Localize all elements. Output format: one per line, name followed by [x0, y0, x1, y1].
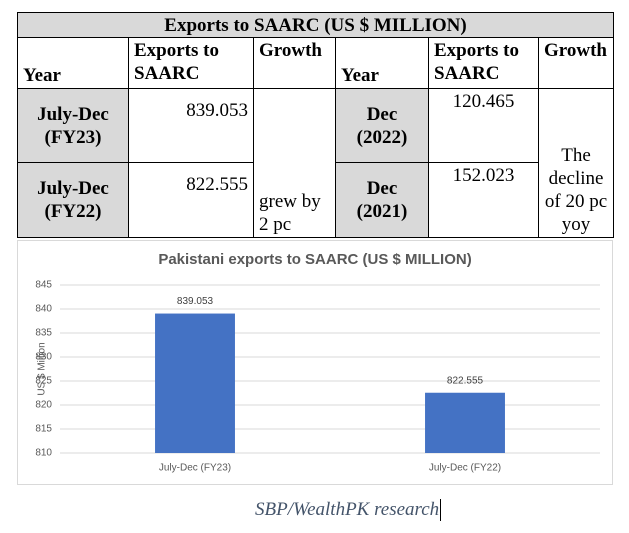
chart-title: Pakistani exports to SAARC (US $ MILLION…: [158, 251, 471, 268]
y-tick-label: 835: [35, 328, 52, 339]
year-cell: Dec (2021): [335, 162, 429, 238]
table-title: Exports to SAARC (US $ MILLION): [16, 12, 615, 38]
header-cell: Year: [17, 37, 129, 89]
chart-frame: [17, 240, 613, 485]
caption: SBP/WealthPK research: [255, 499, 442, 521]
y-tick-label: 830: [35, 352, 52, 363]
y-axis-label: US $ Million: [37, 342, 48, 395]
y-tick-label: 820: [35, 400, 52, 411]
x-tick-label: July-Dec (FY22): [429, 463, 501, 474]
chart: Pakistani exports to SAARC (US $ MILLION…: [17, 240, 613, 485]
header-cell: Exports to SAARC: [428, 37, 539, 89]
year-cell: July-Dec (FY23): [17, 88, 129, 163]
header-cell: Year: [335, 37, 429, 89]
year-cell: July-Dec (FY22): [17, 162, 129, 238]
exports-cell: 152.023: [428, 162, 539, 238]
year-cell: Dec (2022): [335, 88, 429, 163]
y-tick-label: 810: [35, 448, 52, 459]
bar: [425, 392, 505, 453]
value-label: 822.555: [447, 375, 484, 386]
exports-table: Exports to SAARC (US $ MILLION) Year Exp…: [16, 12, 615, 238]
x-tick-label: July-Dec (FY23): [159, 463, 231, 474]
value-label: 839.053: [177, 296, 214, 307]
exports-cell: 822.555: [128, 162, 254, 238]
y-tick-label: 840: [35, 304, 52, 315]
growth-cell: grew by 2 pc: [253, 88, 336, 238]
y-tick-label: 845: [35, 280, 52, 291]
bar: [155, 313, 235, 453]
header-cell: Growth: [537, 37, 615, 89]
header-cell: Growth: [253, 37, 336, 89]
header-cell: Exports to SAARC: [128, 37, 254, 89]
y-tick-label: 825: [35, 376, 52, 387]
exports-cell: 839.053: [128, 88, 254, 163]
y-tick-label: 815: [35, 424, 52, 435]
exports-cell: 120.465: [428, 88, 539, 163]
growth-cell: The decline of 20 pc yoy: [537, 88, 615, 238]
